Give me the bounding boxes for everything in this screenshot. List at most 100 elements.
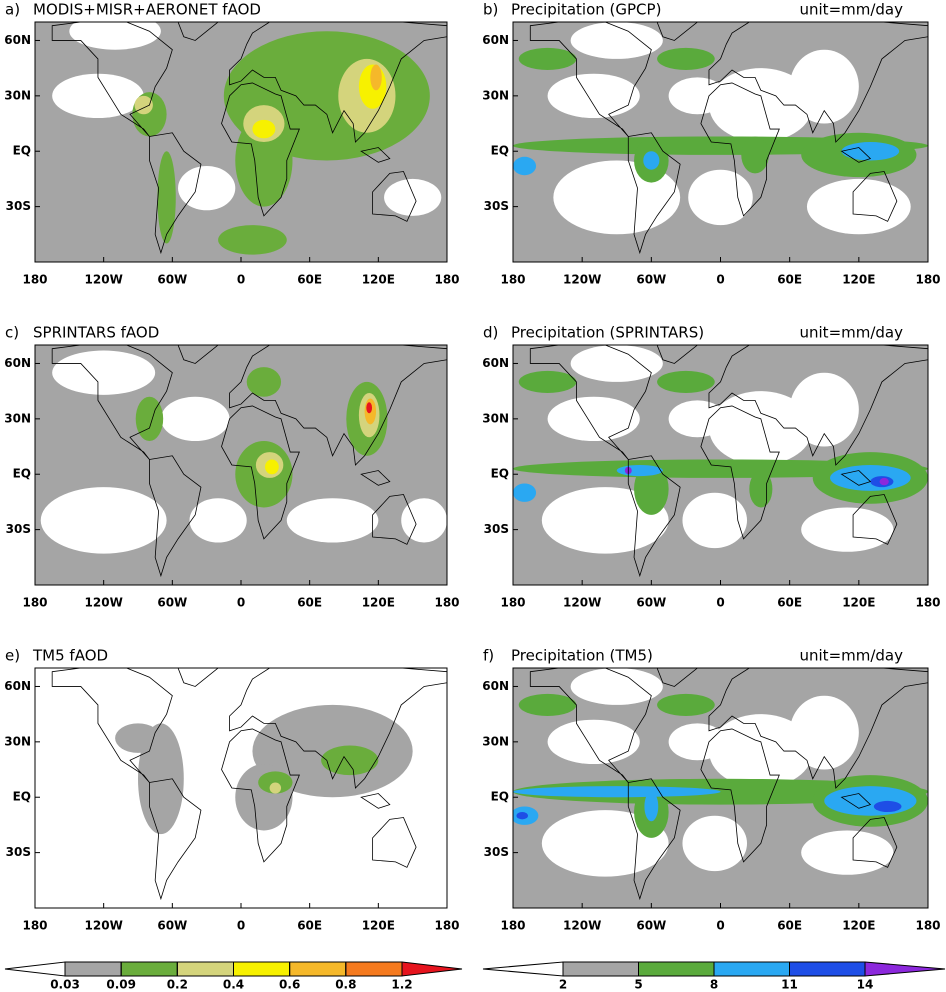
panel-unit: unit=mm/day xyxy=(800,647,904,665)
x-tick-label: 60W xyxy=(157,273,187,287)
colorbar-label: 1.2 xyxy=(391,978,412,992)
colorbar-segment xyxy=(713,961,790,977)
x-tick-label: 120W xyxy=(563,919,601,933)
colorbar-end xyxy=(482,961,564,977)
colorbar-label: 0.03 xyxy=(50,978,80,992)
x-tick-label: 120E xyxy=(362,273,395,287)
panel-label: e) xyxy=(5,647,20,665)
x-tick-label: 120W xyxy=(563,273,601,287)
colorbar-segment xyxy=(120,961,178,977)
colorbar-segment xyxy=(64,961,122,977)
y-tick-label: 60N xyxy=(482,356,509,370)
x-tick-label: 120E xyxy=(362,596,395,610)
y-tick-label: 30S xyxy=(484,845,509,859)
colorbar-label: 0.6 xyxy=(279,978,300,992)
panel-title: Precipitation (SPRINTARS) xyxy=(511,324,704,342)
colorbar-label: 14 xyxy=(857,978,874,992)
y-tick-label: EQ xyxy=(13,790,31,804)
x-tick-label: 60W xyxy=(157,919,187,933)
y-tick-label: 60N xyxy=(4,679,31,693)
x-tick-label: 180 xyxy=(434,596,459,610)
x-tick-label: 60W xyxy=(157,596,187,610)
y-tick-label: EQ xyxy=(13,467,31,481)
x-tick-label: 60E xyxy=(297,273,322,287)
panel-label: c) xyxy=(5,324,19,342)
panel-label: b) xyxy=(483,1,498,19)
y-tick-label: 60N xyxy=(482,679,509,693)
x-tick-label: 0 xyxy=(716,596,724,610)
y-tick-label: 60N xyxy=(4,33,31,47)
y-tick-label: 60N xyxy=(4,356,31,370)
x-tick-label: 60W xyxy=(636,919,666,933)
colorbar-label: 0.09 xyxy=(106,978,136,992)
x-tick-label: 180 xyxy=(22,273,47,287)
map-panel xyxy=(35,668,448,908)
x-tick-label: 180 xyxy=(434,273,459,287)
panel-title: Precipitation (GPCP) xyxy=(511,1,661,19)
y-tick-label: 30S xyxy=(6,199,31,213)
y-tick-label: 30S xyxy=(6,522,31,536)
map-panel xyxy=(35,345,448,585)
colorbar-label: 0.2 xyxy=(167,978,188,992)
y-tick-label: 30N xyxy=(482,411,509,425)
x-tick-label: 0 xyxy=(237,919,245,933)
y-tick-label: 60N xyxy=(482,33,509,47)
field xyxy=(35,22,447,263)
x-tick-label: 120E xyxy=(842,273,875,287)
colorbar-segment xyxy=(233,961,291,977)
x-tick-label: 60E xyxy=(777,273,802,287)
x-tick-label: 60E xyxy=(297,596,322,610)
x-tick-label: 60W xyxy=(636,596,666,610)
colorbar-end xyxy=(401,961,463,977)
x-tick-label: 180 xyxy=(915,596,940,610)
x-tick-label: 60E xyxy=(777,596,802,610)
colorbar-label: 8 xyxy=(710,978,718,992)
x-tick-label: 180 xyxy=(500,596,525,610)
x-tick-label: 120E xyxy=(842,596,875,610)
y-tick-label: EQ xyxy=(13,144,31,158)
x-tick-label: 0 xyxy=(237,273,245,287)
x-tick-label: 120W xyxy=(85,273,123,287)
x-tick-label: 120E xyxy=(842,919,875,933)
colorbar-label: 5 xyxy=(634,978,642,992)
x-tick-label: 60E xyxy=(297,919,322,933)
panel-title: TM5 fAOD xyxy=(32,647,108,665)
map-panel xyxy=(35,22,448,263)
field xyxy=(513,668,928,908)
colorbar-segment xyxy=(789,961,866,977)
x-tick-label: 120W xyxy=(85,596,123,610)
y-tick-label: EQ xyxy=(491,790,509,804)
x-tick-label: 0 xyxy=(237,596,245,610)
x-tick-label: 60W xyxy=(636,273,666,287)
y-tick-label: 30N xyxy=(4,734,31,748)
x-tick-label: 180 xyxy=(500,273,525,287)
map-panel xyxy=(513,22,929,262)
x-tick-label: 120W xyxy=(563,596,601,610)
x-tick-label: 0 xyxy=(716,273,724,287)
y-tick-label: 30N xyxy=(482,88,509,102)
map-panel xyxy=(513,668,929,908)
colorbar-label: 11 xyxy=(781,978,798,992)
map-panel xyxy=(513,345,929,585)
x-tick-label: 60E xyxy=(777,919,802,933)
colorbar-segment xyxy=(638,961,715,977)
colorbar-end xyxy=(864,961,946,977)
colorbar-end xyxy=(4,961,66,977)
y-tick-label: EQ xyxy=(491,467,509,481)
x-tick-label: 180 xyxy=(500,919,525,933)
y-tick-label: 30N xyxy=(4,411,31,425)
x-tick-label: 120W xyxy=(85,919,123,933)
colorbar-label: 2 xyxy=(559,978,567,992)
panel-label: a) xyxy=(5,1,20,19)
y-tick-label: 30S xyxy=(484,199,509,213)
x-tick-label: 180 xyxy=(22,596,47,610)
y-tick-label: EQ xyxy=(491,144,509,158)
panel-title: SPRINTARS fAOD xyxy=(33,324,159,342)
panel-label: f) xyxy=(483,647,494,665)
panel-title: Precipitation (TM5) xyxy=(511,647,653,665)
x-tick-label: 180 xyxy=(22,919,47,933)
colorbar-segment xyxy=(345,961,403,977)
panel-unit: unit=mm/day xyxy=(800,1,904,19)
colorbar-label: 0.8 xyxy=(335,978,356,992)
